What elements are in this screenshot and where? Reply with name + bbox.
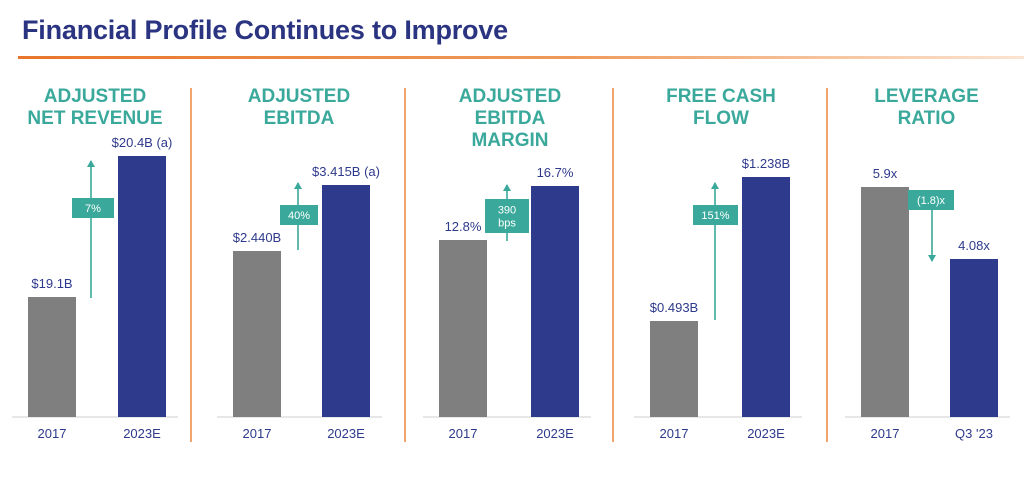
panel-title: LEVERAGE RATIO — [874, 86, 979, 129]
panel-free-cash-flow: FREE CASH FLOW — [615, 80, 827, 450]
category-label: 2023E — [123, 426, 161, 441]
panel-leverage-ratio: LEVERAGE RATIO — [829, 80, 1024, 450]
bar-2017 — [28, 297, 76, 417]
change-badge — [908, 190, 954, 210]
category-label: 2023E — [747, 426, 785, 441]
change-badge — [485, 199, 529, 233]
data-label: $19.1B — [31, 276, 72, 291]
category-label: 2023E — [536, 426, 574, 441]
bar-2023e — [322, 185, 370, 417]
change-badge — [72, 198, 114, 218]
data-label: 5.9x — [873, 166, 898, 181]
change-label: 390 — [498, 205, 516, 217]
bar-2017 — [233, 251, 281, 417]
arrow-up-icon — [87, 160, 95, 167]
change-label: 151% — [701, 210, 729, 222]
change-badge — [693, 205, 738, 225]
category-label: 2017 — [660, 426, 689, 441]
data-label: $2.440B — [233, 230, 281, 245]
category-label: 2023E — [327, 426, 365, 441]
arrow-up-icon — [503, 184, 511, 191]
bar-2017 — [439, 240, 487, 417]
panel-adjusted-ebitda-margin: ADJUSTED EBITDA MARGIN — [407, 80, 613, 450]
bar-2017 — [861, 187, 909, 417]
category-label: 2017 — [871, 426, 900, 441]
change-badge — [280, 205, 318, 225]
bar-q3-23 — [950, 259, 998, 417]
panel-divider — [612, 88, 614, 442]
panel-title: ADJUSTED EBITDA MARGIN — [458, 86, 562, 151]
arrow-down-icon — [928, 255, 936, 262]
page-title: Financial Profile Continues to Improve — [22, 15, 508, 45]
panel-adjusted-net-revenue: ADJUSTED NET REVENUE — [0, 80, 190, 450]
data-label: $20.4B (a) — [112, 135, 173, 150]
arrow-up-icon — [711, 182, 719, 189]
bar-2023e — [742, 177, 790, 417]
category-label: Q3 '23 — [955, 426, 993, 441]
panel-divider — [826, 88, 828, 442]
panel-title: ADJUSTED NET REVENUE — [27, 86, 163, 129]
panel-divider — [190, 88, 192, 442]
bar-2017 — [650, 321, 698, 417]
bar-2023e — [118, 156, 166, 417]
data-label: 12.8% — [445, 219, 482, 234]
data-label: $1.238B — [742, 156, 790, 171]
bar-2023e — [531, 186, 579, 417]
change-label: bps — [498, 218, 516, 230]
panel-divider — [404, 88, 406, 442]
panel-title: ADJUSTED EBITDA — [247, 86, 351, 129]
change-label: (1.8)x — [917, 195, 946, 207]
panel-adjusted-ebitda: ADJUSTED EBITDA — [193, 80, 405, 450]
panel-title: FREE CASH FLOW — [666, 86, 776, 129]
arrow-up-icon — [294, 182, 302, 189]
category-label: 2017 — [38, 426, 67, 441]
title-underline — [18, 56, 1024, 59]
category-label: 2017 — [449, 426, 478, 441]
data-label: $0.493B — [650, 300, 698, 315]
change-label: 40% — [288, 210, 310, 222]
change-label: 7% — [85, 203, 101, 215]
data-label: 4.08x — [958, 238, 990, 253]
data-label: 16.7% — [537, 165, 574, 180]
category-label: 2017 — [243, 426, 272, 441]
data-label: $3.415B (a) — [312, 164, 380, 179]
